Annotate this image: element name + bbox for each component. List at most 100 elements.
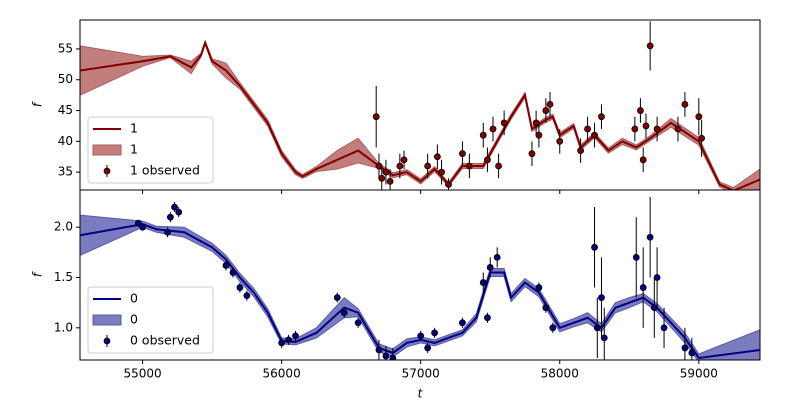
mean-line <box>80 223 760 360</box>
y-tick-label: 1.5 <box>54 270 73 284</box>
observed-point <box>417 332 425 340</box>
observed-point <box>484 314 491 322</box>
x-tick-label: 58000 <box>541 367 579 381</box>
observed-point <box>489 125 497 133</box>
legend: 1 1 1 observed <box>87 116 214 184</box>
plot-area <box>80 197 760 360</box>
observed-point <box>584 125 591 133</box>
observed-point <box>528 150 536 158</box>
observed-point <box>424 344 432 352</box>
y-tick-label: 45 <box>58 103 73 117</box>
observed-point <box>637 107 644 114</box>
y-tick-label: 1.0 <box>54 320 73 334</box>
observed-point <box>433 153 441 161</box>
observed-point <box>642 122 650 130</box>
legend-box <box>87 286 214 354</box>
observed-point <box>681 100 689 108</box>
observed-point <box>556 137 564 145</box>
x-tick-label: 55000 <box>123 367 161 381</box>
observed-point <box>222 262 230 269</box>
legend-label: 0 <box>130 312 138 327</box>
observed-point <box>598 113 605 121</box>
y-tick-label: 35 <box>58 165 73 179</box>
observed-point <box>166 213 174 221</box>
observed-point <box>382 352 390 360</box>
x-tick-label: 56000 <box>263 367 301 381</box>
observed-point <box>175 208 183 216</box>
legend-marker <box>103 167 111 175</box>
observed-point <box>431 329 439 337</box>
plot-area <box>80 21 760 190</box>
observed-point <box>639 156 647 164</box>
observed-point <box>333 294 341 302</box>
observed-point <box>591 243 598 251</box>
legend-label: 0 <box>130 291 138 306</box>
observed-point <box>382 168 390 176</box>
x-tick-label: 59000 <box>680 367 718 381</box>
observed-point <box>484 156 491 164</box>
axes-frame <box>79 189 761 361</box>
observed-point <box>354 319 362 327</box>
observed-point <box>171 203 178 211</box>
observed-point <box>465 162 473 170</box>
observed-point <box>632 253 640 261</box>
y-tick-label: 40 <box>58 134 73 148</box>
observed-point <box>646 42 654 50</box>
observed-point <box>542 304 550 312</box>
legend-label: 1 <box>130 142 138 157</box>
observed-point <box>479 131 487 139</box>
legend-label: 1 <box>130 121 138 136</box>
legend-marker <box>103 337 111 345</box>
observed-point <box>386 177 394 185</box>
observed-point <box>139 223 146 231</box>
observed-point <box>631 125 639 133</box>
observed-point <box>535 131 543 139</box>
observed-point <box>459 150 466 158</box>
observed-point <box>378 174 386 182</box>
observed-point <box>372 113 380 121</box>
observed-point <box>532 119 540 127</box>
observed-point <box>695 113 703 121</box>
observed-point <box>653 125 661 133</box>
observed-point <box>236 284 244 291</box>
confidence-band <box>80 214 760 360</box>
observed-point <box>278 339 286 347</box>
observed-point <box>375 162 383 170</box>
legend: 0 0 0 observed <box>87 286 214 354</box>
observed-point <box>646 233 654 241</box>
observed-point <box>438 168 445 176</box>
confidence-band <box>80 39 760 190</box>
observed-point <box>486 264 494 271</box>
observed-point <box>598 294 605 302</box>
observed-point <box>135 219 142 227</box>
observed-point <box>375 346 383 354</box>
observed-point <box>396 162 404 170</box>
observed-point <box>593 324 601 332</box>
observed-point <box>400 156 408 164</box>
observed-point <box>674 125 682 133</box>
observed-point <box>445 181 452 188</box>
observed-point <box>535 284 543 291</box>
observed-point <box>591 131 598 139</box>
x-tick-label: 57000 <box>402 367 440 381</box>
observed-point <box>500 119 508 127</box>
observed-point <box>243 292 251 300</box>
observed-point <box>660 324 668 332</box>
observed-point <box>424 162 432 170</box>
y-tick-label: 55 <box>58 41 73 55</box>
observed-point <box>639 284 647 291</box>
legend-patch <box>92 314 122 326</box>
observed-point <box>495 162 502 170</box>
observed-point <box>389 354 397 360</box>
observed-point <box>459 319 466 327</box>
legend-box <box>87 116 214 184</box>
observed-point <box>479 279 487 286</box>
legend-patch <box>92 144 122 156</box>
observed-point <box>600 334 608 342</box>
observed-point <box>340 309 348 317</box>
legend-label: 0 observed <box>130 333 200 348</box>
observed-point <box>292 332 299 340</box>
observed-point <box>688 349 696 357</box>
observed-point <box>549 324 557 332</box>
